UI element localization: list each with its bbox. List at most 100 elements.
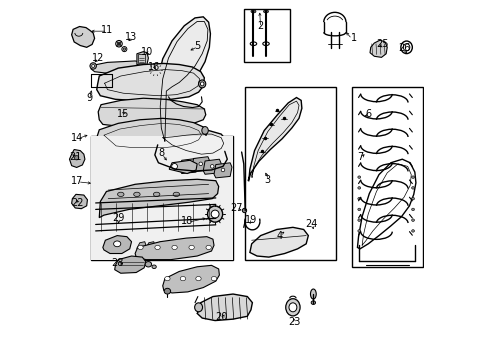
Ellipse shape — [171, 163, 177, 169]
Ellipse shape — [155, 245, 160, 249]
Ellipse shape — [207, 206, 222, 222]
Text: 4: 4 — [276, 231, 282, 240]
Polygon shape — [69, 149, 85, 167]
Polygon shape — [72, 27, 94, 47]
Ellipse shape — [194, 303, 202, 312]
Text: 18: 18 — [181, 216, 193, 226]
Bar — [244, 87, 335, 260]
Polygon shape — [154, 242, 163, 252]
Bar — [91, 136, 233, 260]
Ellipse shape — [211, 276, 216, 281]
Text: 8: 8 — [158, 148, 164, 158]
Ellipse shape — [164, 288, 170, 294]
Text: 6: 6 — [365, 109, 370, 119]
Ellipse shape — [288, 303, 296, 312]
Polygon shape — [99, 179, 218, 218]
Ellipse shape — [263, 10, 268, 13]
Bar — [138, 54, 145, 63]
Ellipse shape — [152, 265, 156, 269]
Ellipse shape — [411, 208, 414, 211]
Ellipse shape — [164, 276, 170, 281]
Bar — [244, 9, 290, 62]
Ellipse shape — [242, 208, 246, 213]
Polygon shape — [91, 61, 143, 73]
Ellipse shape — [357, 197, 360, 200]
Text: 24: 24 — [305, 219, 318, 229]
Ellipse shape — [221, 168, 224, 172]
Ellipse shape — [195, 276, 201, 281]
Ellipse shape — [210, 165, 214, 168]
Polygon shape — [137, 51, 148, 66]
Ellipse shape — [285, 299, 300, 316]
Ellipse shape — [310, 289, 316, 299]
Ellipse shape — [92, 64, 94, 67]
Ellipse shape — [357, 208, 360, 211]
Ellipse shape — [150, 64, 161, 75]
Text: 10: 10 — [141, 46, 153, 57]
Polygon shape — [135, 237, 214, 260]
Ellipse shape — [411, 186, 414, 189]
Text: 27: 27 — [230, 203, 243, 213]
Ellipse shape — [310, 301, 315, 305]
Polygon shape — [72, 194, 87, 209]
Text: 9: 9 — [86, 93, 92, 103]
Ellipse shape — [113, 241, 121, 247]
Text: 17: 17 — [70, 176, 82, 186]
Bar — [91, 136, 233, 260]
Text: 15: 15 — [117, 109, 129, 119]
Ellipse shape — [153, 192, 160, 197]
Ellipse shape — [198, 80, 205, 88]
Ellipse shape — [187, 164, 190, 167]
Ellipse shape — [357, 186, 360, 189]
Text: 13: 13 — [125, 32, 138, 41]
Text: 3: 3 — [264, 175, 270, 185]
Text: 23: 23 — [287, 317, 300, 327]
Ellipse shape — [411, 230, 414, 232]
Polygon shape — [145, 242, 155, 252]
Ellipse shape — [411, 176, 414, 179]
Polygon shape — [191, 157, 209, 172]
Ellipse shape — [357, 219, 360, 221]
Polygon shape — [197, 294, 252, 320]
Text: 2: 2 — [257, 21, 263, 31]
Polygon shape — [214, 163, 231, 178]
Ellipse shape — [117, 192, 124, 197]
Text: 29: 29 — [112, 213, 124, 222]
Ellipse shape — [74, 156, 79, 160]
Ellipse shape — [173, 192, 179, 197]
Ellipse shape — [357, 176, 360, 179]
Polygon shape — [369, 40, 386, 57]
Ellipse shape — [188, 245, 194, 249]
Polygon shape — [98, 98, 205, 127]
Ellipse shape — [202, 127, 208, 134]
Ellipse shape — [411, 219, 414, 221]
Text: 1: 1 — [350, 33, 356, 43]
Text: 21: 21 — [69, 152, 81, 162]
Ellipse shape — [211, 210, 219, 218]
Bar — [351, 87, 422, 267]
Ellipse shape — [123, 48, 125, 50]
Polygon shape — [203, 159, 221, 174]
Text: 26: 26 — [397, 43, 409, 53]
Ellipse shape — [180, 276, 185, 281]
Text: 11: 11 — [101, 25, 113, 35]
Ellipse shape — [411, 197, 414, 200]
Polygon shape — [247, 98, 301, 181]
Text: 5: 5 — [194, 41, 200, 50]
Text: 28: 28 — [111, 258, 123, 268]
Ellipse shape — [133, 192, 140, 197]
Text: 16: 16 — [148, 62, 160, 72]
Polygon shape — [180, 158, 198, 174]
Text: 19: 19 — [244, 215, 257, 225]
Polygon shape — [249, 227, 308, 257]
Polygon shape — [158, 131, 227, 159]
Ellipse shape — [205, 245, 211, 249]
Polygon shape — [97, 63, 204, 100]
Polygon shape — [155, 17, 210, 145]
Text: 25: 25 — [376, 40, 388, 49]
Ellipse shape — [250, 10, 255, 13]
Ellipse shape — [171, 245, 177, 249]
Polygon shape — [163, 265, 219, 293]
Text: 20: 20 — [215, 312, 227, 322]
Polygon shape — [102, 235, 131, 253]
